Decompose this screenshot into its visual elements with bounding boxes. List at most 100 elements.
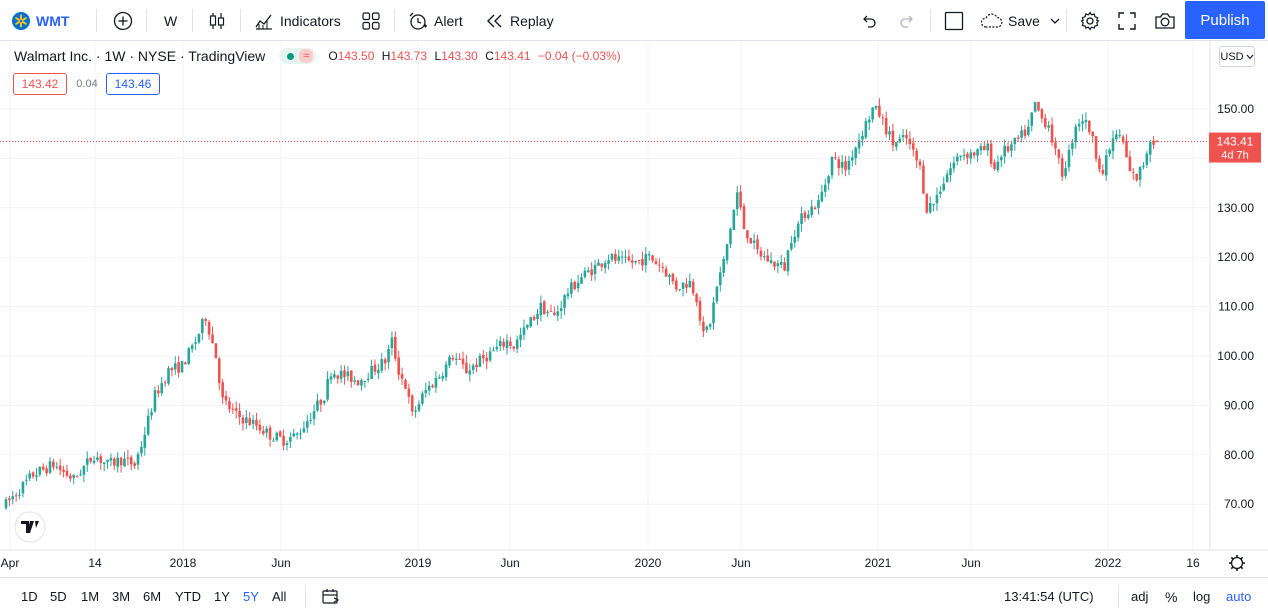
camera-icon xyxy=(1155,12,1175,29)
go-to-date-button[interactable] xyxy=(321,578,341,615)
compare-button[interactable] xyxy=(113,0,133,41)
candle-body xyxy=(505,340,509,349)
interval-button[interactable]: W xyxy=(164,0,177,41)
candle-body xyxy=(519,334,522,340)
candle-body xyxy=(377,369,380,374)
publish-button[interactable]: Publish xyxy=(1185,1,1265,39)
redo-button[interactable] xyxy=(898,0,916,41)
candle-body xyxy=(454,358,458,360)
candle-body xyxy=(451,358,455,360)
tradingview-logo[interactable] xyxy=(14,511,46,543)
candle-body xyxy=(793,236,797,243)
snapshot-button[interactable] xyxy=(1154,0,1176,41)
buy-price-button[interactable]: 143.46 xyxy=(106,73,160,95)
adj-toggle[interactable]: adj xyxy=(1131,589,1149,604)
candle-body xyxy=(1111,138,1115,152)
indicators-button[interactable]: Indicators xyxy=(254,0,341,41)
candle-body xyxy=(1104,155,1108,176)
candle-body xyxy=(823,184,827,192)
clock-timezone-button[interactable]: 13:41:54 (UTC) xyxy=(1004,589,1094,604)
candle-body xyxy=(4,499,8,509)
log-toggle[interactable]: log xyxy=(1193,589,1211,604)
axis-gear-icon xyxy=(1230,556,1244,570)
candle-body xyxy=(837,159,841,169)
candle-body xyxy=(245,417,248,423)
price-tick-label: 100.00 xyxy=(1217,349,1254,363)
high-value: 143.73 xyxy=(390,49,428,63)
square-layout-icon xyxy=(944,11,964,30)
price-tick-label: 150.00 xyxy=(1217,102,1254,116)
time-tick-label: 2019 xyxy=(405,556,432,570)
candle-body xyxy=(329,376,333,380)
candle-body xyxy=(1047,125,1050,128)
auto-toggle[interactable]: auto xyxy=(1226,589,1252,604)
range-5y-button[interactable]: 5Y xyxy=(243,589,259,604)
range-1y-button[interactable]: 1Y xyxy=(214,589,230,604)
symbol-search-button[interactable]: WMT xyxy=(12,0,69,41)
alert-button[interactable]: Alert xyxy=(408,0,463,41)
candle-body xyxy=(363,381,367,383)
candle-body xyxy=(228,401,231,409)
undo-button[interactable] xyxy=(860,0,878,41)
rewind-icon xyxy=(487,14,502,27)
chart-type-button[interactable] xyxy=(208,0,226,41)
range-1m-button[interactable]: 1M xyxy=(81,589,100,604)
chart-area[interactable]: 150.00140.00130.00120.00110.00100.0090.0… xyxy=(0,41,1268,576)
range-ytd-button[interactable]: YTD xyxy=(175,589,201,604)
candle-body xyxy=(1081,121,1084,124)
candle-body xyxy=(52,461,55,468)
candle-body xyxy=(725,244,729,261)
settings-button[interactable] xyxy=(1080,0,1100,41)
candle-body xyxy=(356,380,360,386)
candle-body xyxy=(698,300,702,321)
candle-body xyxy=(586,270,590,272)
templates-button[interactable] xyxy=(362,0,380,41)
candle-body xyxy=(800,213,803,224)
candle-body xyxy=(31,472,35,477)
candle-body xyxy=(542,301,546,315)
ask-value: 143.46 xyxy=(114,77,152,91)
range-3m-button[interactable]: 3M xyxy=(112,589,131,604)
currency-select[interactable]: USD xyxy=(1219,46,1255,67)
candle-body xyxy=(79,474,82,476)
replay-button[interactable]: Replay xyxy=(486,0,554,41)
save-button[interactable]: Save xyxy=(980,0,1060,41)
range-5d-button[interactable]: 5D xyxy=(50,589,67,604)
candle-body xyxy=(647,254,651,256)
candle-body xyxy=(539,302,543,316)
candle-body xyxy=(641,258,644,266)
candle-body xyxy=(62,469,65,472)
candle-body xyxy=(773,261,776,267)
candle-body xyxy=(353,380,356,382)
candle-body xyxy=(681,282,685,289)
time-tick-label: Jun xyxy=(961,556,980,570)
candle-body xyxy=(1121,136,1125,143)
fullscreen-button[interactable] xyxy=(1118,0,1136,41)
candle-body xyxy=(448,356,451,366)
candle-body xyxy=(851,157,854,161)
price-tick-label: 80.00 xyxy=(1224,448,1254,462)
layout-button[interactable] xyxy=(944,0,964,41)
candle-body xyxy=(167,368,170,384)
candle-body xyxy=(336,375,340,379)
candle-body xyxy=(248,418,252,425)
market-status[interactable]: ≈ xyxy=(279,48,317,64)
candle-body xyxy=(272,440,275,442)
range-6m-button[interactable]: 6M xyxy=(143,589,162,604)
candlestick-chart[interactable]: 150.00140.00130.00120.00110.00100.0090.0… xyxy=(0,41,1268,576)
candle-body xyxy=(993,162,996,170)
candle-body xyxy=(600,263,604,268)
sell-price-button[interactable]: 143.42 xyxy=(13,73,67,95)
candle-body xyxy=(143,434,147,448)
candle-body xyxy=(25,479,28,481)
candle-body xyxy=(69,475,72,479)
candle-body xyxy=(231,408,235,410)
candle-body xyxy=(796,223,800,238)
range-1d-button[interactable]: 1D xyxy=(21,589,38,604)
percent-toggle[interactable]: % xyxy=(1165,588,1178,605)
candle-body xyxy=(935,194,939,204)
close-value: 143.41 xyxy=(493,49,531,63)
axis-settings-button[interactable] xyxy=(1229,555,1245,571)
candle-body xyxy=(999,156,1003,161)
range-all-button[interactable]: All xyxy=(272,589,287,604)
